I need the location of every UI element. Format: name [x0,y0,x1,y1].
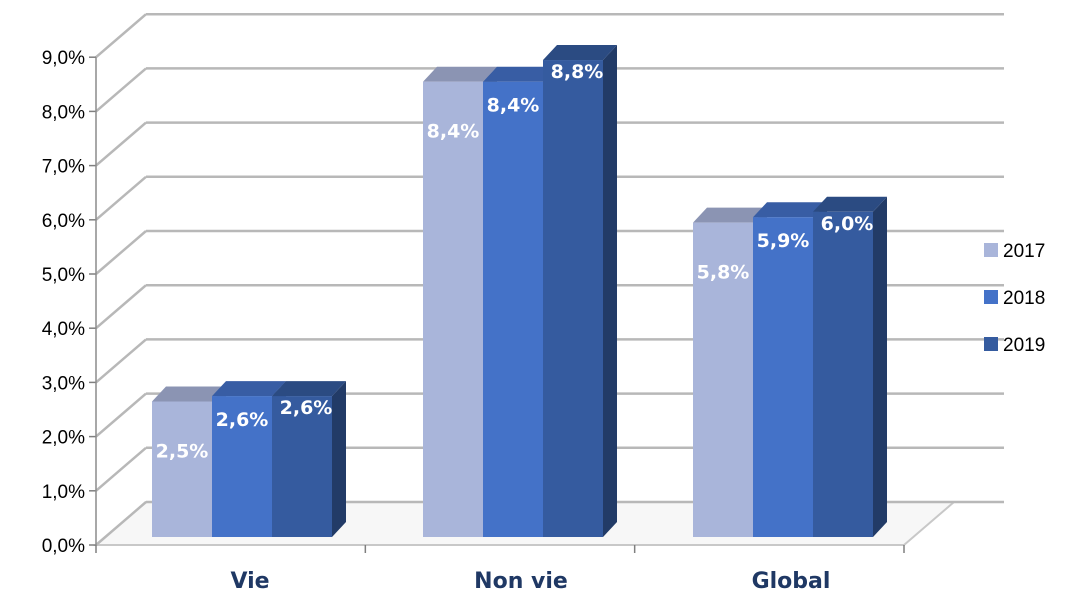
gridline-side [95,338,147,384]
data-label: 5,9% [757,230,810,252]
bar-front [693,222,753,537]
bar-top [483,66,557,82]
data-label: 6,0% [821,213,874,235]
y-tick-label: 9,0% [42,48,85,69]
gridline-side [95,13,147,59]
bar-top [813,196,887,212]
data-label: 8,4% [427,121,480,143]
y-tick-label: 1,0% [42,482,85,503]
bar-top [543,45,617,61]
y-tick-label: 2,0% [42,428,85,449]
legend-label: 2017 [1003,241,1045,262]
bar-top [693,207,767,223]
category-label: Non vie [474,569,568,594]
legend-label: 2018 [1003,288,1045,309]
legend-swatch [984,243,998,257]
category-label: Vie [230,569,269,594]
y-tick-label: 3,0% [42,373,85,394]
data-label: 2,6% [216,409,269,431]
data-label: 2,5% [156,441,209,463]
bar-front [423,81,483,537]
gridline-side [95,501,147,546]
legend: 2017 2018 2019 [984,241,1045,356]
bar-top [212,381,286,397]
axes: 0,0% 1,0% 2,0% 3,0% 4,0% 5,0% 6,0% 7,0% 8,0% 9,0% [42,48,905,557]
gridline-side [95,392,147,438]
bar-top [152,386,226,402]
legend-swatch [984,290,998,304]
bar-front [483,81,543,537]
y-tick-label: 5,0% [42,265,85,286]
gridline-side [95,284,147,330]
bar-front [152,401,212,537]
bar-front [813,211,873,538]
gridline-side [95,446,147,492]
data-label: 8,4% [487,95,540,117]
legend-item-2019: 2019 [984,335,1045,356]
bar-side [873,196,887,538]
bar-side [603,45,617,537]
data-label: 2,6% [280,397,333,419]
legend-label: 2019 [1003,335,1045,356]
y-tick-label: 7,0% [42,157,85,178]
gridline-side [95,121,147,167]
gridline-side [95,230,147,275]
legend-swatch [984,337,998,351]
bar-front [272,396,332,537]
gridline-side [95,67,147,113]
bar-top [272,381,346,397]
bars [152,45,887,538]
bar-front [543,60,603,537]
legend-item-2018: 2018 [984,288,1045,309]
data-label: 5,8% [697,262,750,284]
bar-front [753,217,813,537]
category-label: Global [752,569,831,594]
data-label: 8,8% [551,61,604,83]
y-tick-label: 0,0% [42,536,85,557]
gridline-side [95,175,147,221]
y-tick-label: 6,0% [42,211,85,232]
y-tick-label: 4,0% [42,319,85,340]
bar-top [753,202,827,218]
y-tick-label: 8,0% [42,102,85,123]
data-labels: 2,5% 2,6% 2,6% 8,4% 8,4% 8,8% 5,8% 5,9% 6,0% [156,61,874,462]
bar-top [423,66,497,82]
bar-front [212,396,272,537]
bar-side [332,381,346,537]
legend-item-2017: 2017 [984,241,1045,262]
bar-2019-0 [272,381,346,537]
category-labels: Vie Non vie Global [230,569,830,594]
bar-2019-2 [813,196,887,538]
bar-2019-1 [543,45,617,537]
